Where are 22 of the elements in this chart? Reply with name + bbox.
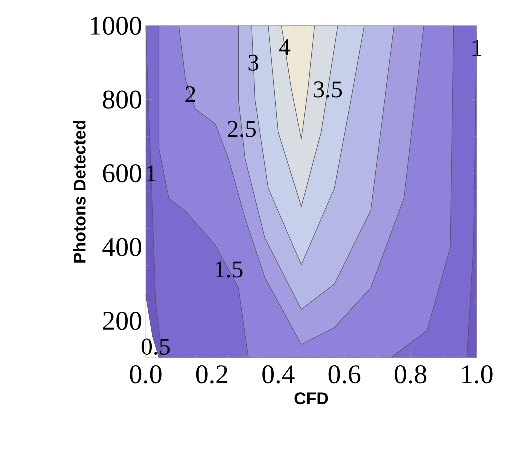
- y-tick-label: 200: [103, 312, 142, 330]
- y-tick-label: 1000: [91, 16, 142, 36]
- annotation: 1: [147, 166, 156, 182]
- annotation: 2.5: [228, 121, 256, 138]
- x-axis-title: CFD: [294, 392, 328, 405]
- x-tick-label: 1.0: [462, 366, 493, 384]
- annotation: 4: [280, 39, 291, 56]
- annotation: 3.5: [314, 82, 342, 98]
- y-axis-title: Photons Detected: [73, 121, 86, 263]
- x-tick-label: 0.8: [395, 366, 427, 384]
- x-tick-label: 0.4: [262, 366, 295, 384]
- y-tick-label: 400: [102, 238, 142, 256]
- annotation: 1: [472, 40, 482, 56]
- y-tick-label: 600: [103, 164, 142, 183]
- x-tick-label: 0.6: [328, 366, 361, 384]
- annotation: 1.5: [216, 262, 243, 278]
- x-tick-label: 0.0: [130, 366, 162, 384]
- annotation: 2: [186, 86, 196, 102]
- y-tick-label: 800: [103, 90, 142, 109]
- annotation: 0.5: [142, 338, 170, 356]
- x-tick-label: 0.2: [196, 366, 228, 384]
- annotation: 3: [248, 54, 259, 71]
